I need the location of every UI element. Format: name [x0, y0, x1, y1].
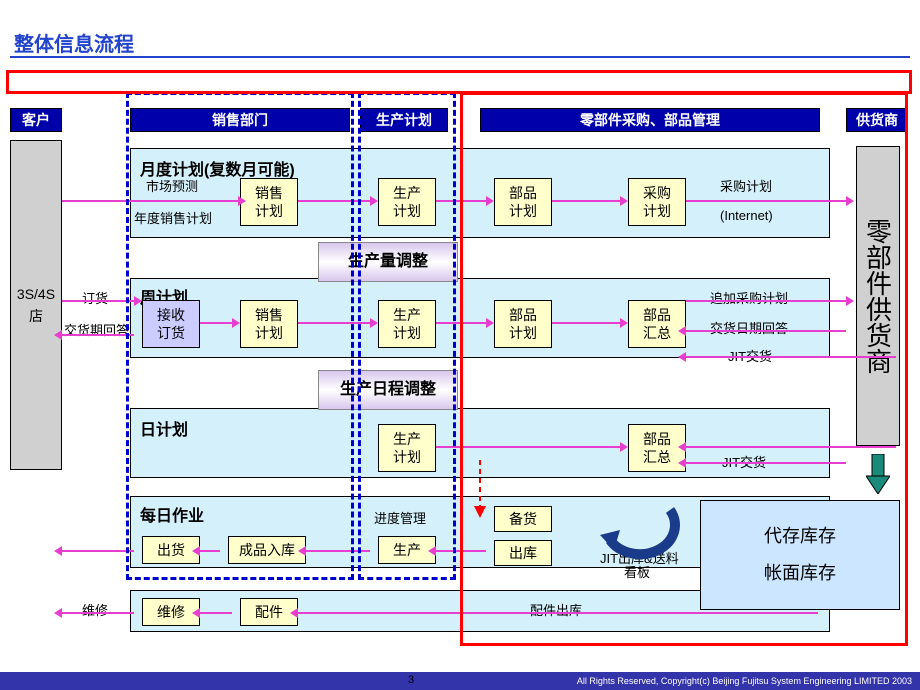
dashed-region [126, 92, 354, 580]
flow-arrow [200, 612, 232, 614]
page-number: 3 [408, 674, 414, 686]
flow-arrow [62, 612, 134, 614]
flow-label: 订货 [82, 288, 108, 307]
inventory-line: 帐面库存 [764, 562, 836, 585]
curve-arrow-icon [590, 500, 690, 560]
flow-arrow [62, 300, 134, 302]
inventory-box: 代存库存帐面库存 [700, 500, 900, 610]
footer-bar: All Rights Reserved, Copyright(c) Beijin… [0, 672, 920, 690]
copyright-text: All Rights Reserved, Copyright(c) Beijin… [577, 676, 912, 686]
customer-column: 3S/4S 店 [10, 140, 62, 470]
down-arrow-icon [866, 454, 890, 494]
title-underline [10, 56, 910, 58]
inventory-line: 代存库存 [764, 525, 836, 548]
red-dashed-arrow-icon [470, 460, 490, 520]
dashed-region [358, 92, 456, 580]
flow-arrow [62, 550, 134, 552]
flow-label: 交货期回答 [64, 320, 129, 339]
red-frame [6, 70, 912, 94]
flow-label: 维修 [82, 600, 108, 619]
column-header: 客户 [10, 108, 62, 132]
page-title: 整体信息流程 [14, 28, 134, 57]
flow-arrow [62, 334, 134, 336]
